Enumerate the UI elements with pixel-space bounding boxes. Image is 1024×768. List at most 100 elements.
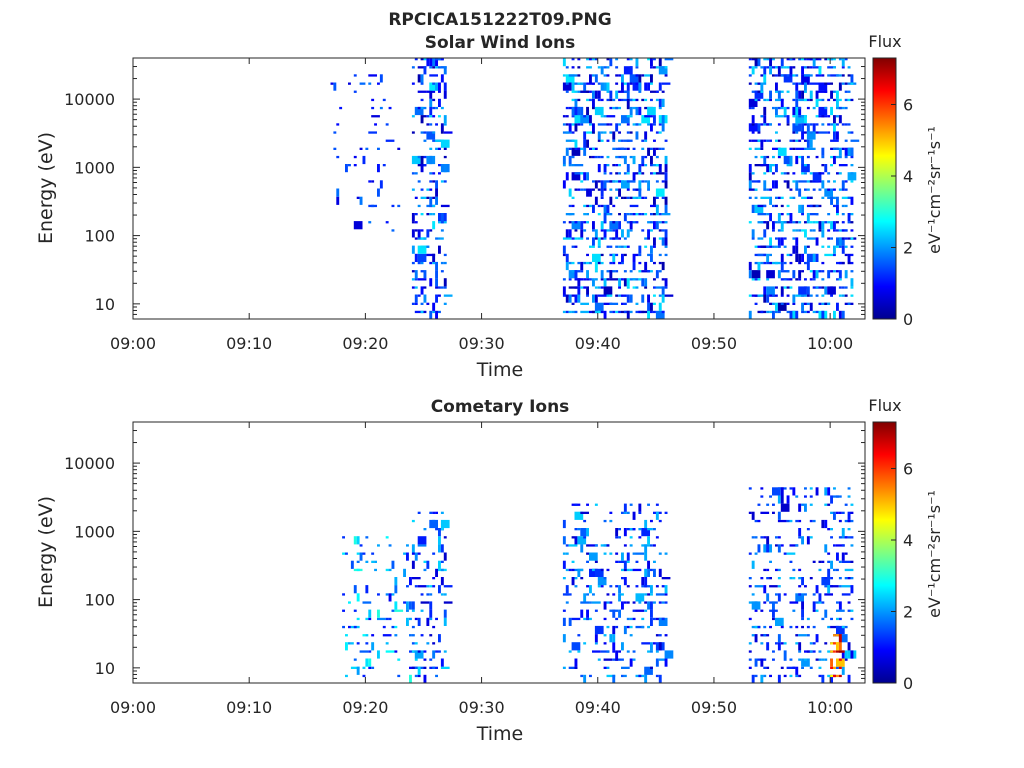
flux-cell bbox=[775, 164, 778, 173]
flux-cell bbox=[586, 253, 589, 257]
flux-cell bbox=[429, 188, 433, 191]
flux-cell bbox=[763, 634, 767, 637]
flux-cell bbox=[766, 286, 775, 295]
flux-cell bbox=[641, 172, 645, 175]
flux-cell bbox=[841, 188, 845, 191]
flux-cell bbox=[786, 204, 790, 208]
flux-cell bbox=[792, 196, 796, 199]
flux-cell bbox=[603, 131, 607, 134]
flux-cell bbox=[827, 528, 831, 531]
flux-cell bbox=[606, 601, 610, 604]
flux-cell bbox=[626, 278, 630, 287]
flux-cell bbox=[760, 495, 764, 498]
flux-cell bbox=[812, 66, 822, 69]
flux-cell bbox=[365, 634, 369, 637]
flux-cell bbox=[626, 172, 630, 175]
flux-cell bbox=[597, 261, 601, 265]
flux-cell bbox=[841, 74, 845, 77]
flux-cell bbox=[571, 310, 575, 314]
flux-cell bbox=[850, 155, 854, 159]
flux-cell bbox=[574, 237, 578, 240]
flux-cell bbox=[815, 221, 819, 224]
flux-cell bbox=[586, 270, 589, 279]
flux-cell bbox=[653, 237, 656, 246]
flux-cell bbox=[830, 139, 839, 142]
flux-cell bbox=[603, 180, 607, 189]
flux-cell bbox=[429, 634, 433, 637]
flux-cell bbox=[647, 310, 650, 319]
flux-cell bbox=[423, 310, 427, 314]
flux-cell bbox=[618, 123, 621, 126]
flux-cell bbox=[804, 278, 807, 281]
flux-cell bbox=[565, 139, 575, 142]
flux-cell bbox=[426, 585, 430, 588]
flux-cell bbox=[589, 155, 592, 159]
flux-cell bbox=[345, 552, 348, 555]
flux-cell bbox=[594, 58, 598, 61]
flux-cell bbox=[609, 229, 613, 232]
flux-cell bbox=[841, 229, 845, 232]
flux-cell bbox=[661, 237, 665, 246]
flux-cell bbox=[844, 658, 848, 661]
flux-cell bbox=[420, 131, 424, 134]
flux-cell bbox=[597, 155, 601, 159]
flux-cell bbox=[443, 552, 447, 561]
flux-cell bbox=[841, 180, 845, 189]
flux-cell bbox=[772, 650, 775, 653]
flux-cell bbox=[571, 302, 575, 305]
flux-cell bbox=[589, 544, 598, 547]
flux-cell bbox=[414, 286, 418, 289]
flux-cell bbox=[443, 585, 453, 588]
flux-cell bbox=[827, 66, 836, 69]
flux-cell bbox=[574, 147, 578, 150]
flux-cell bbox=[571, 294, 575, 297]
flux-cell bbox=[565, 115, 569, 118]
flux-cell bbox=[836, 196, 839, 205]
flux-cell bbox=[429, 585, 433, 588]
flux-cell bbox=[833, 98, 836, 102]
flux-cell bbox=[847, 519, 851, 523]
flux-cell bbox=[365, 536, 369, 539]
flux-cell bbox=[435, 261, 438, 271]
flux-cell bbox=[647, 106, 656, 116]
flux-cell bbox=[777, 577, 781, 580]
flux-cell bbox=[606, 164, 610, 167]
colorbar-tick-label: 2 bbox=[903, 602, 913, 621]
flux-cell bbox=[792, 568, 796, 572]
flux-cell bbox=[443, 601, 453, 604]
flux-cell bbox=[356, 593, 360, 602]
flux-cell bbox=[580, 577, 584, 580]
flux-cell bbox=[763, 666, 767, 669]
flux-cell bbox=[847, 213, 851, 222]
flux-cell bbox=[638, 528, 642, 531]
flux-cell bbox=[618, 536, 621, 539]
flux-cell bbox=[777, 511, 781, 520]
flux-cell bbox=[815, 487, 819, 496]
flux-cell bbox=[760, 155, 764, 159]
flux-cell bbox=[824, 593, 834, 596]
flux-cell bbox=[589, 98, 592, 102]
flux-cell bbox=[821, 123, 825, 126]
flux-cell bbox=[432, 180, 436, 183]
flux-cell bbox=[423, 286, 427, 289]
flux-cell bbox=[754, 552, 758, 555]
flux-cell bbox=[795, 278, 799, 281]
flux-cell bbox=[754, 519, 758, 523]
flux-cell bbox=[655, 593, 665, 596]
flux-cell bbox=[623, 82, 627, 85]
flux-cell bbox=[748, 658, 752, 661]
flux-cell bbox=[841, 196, 851, 199]
flux-cell bbox=[748, 294, 752, 297]
flux-cell bbox=[350, 560, 354, 569]
flux-cell bbox=[589, 188, 592, 197]
flux-cell bbox=[789, 560, 793, 563]
flux-cell bbox=[792, 294, 796, 303]
flux-cell bbox=[763, 674, 767, 678]
flux-cell bbox=[420, 164, 424, 173]
flux-cell bbox=[786, 213, 790, 216]
flux-cell bbox=[429, 278, 433, 287]
flux-cell bbox=[586, 204, 589, 208]
flux-cell bbox=[824, 487, 828, 496]
flux-cell bbox=[836, 617, 839, 621]
flux-cell bbox=[827, 237, 831, 240]
